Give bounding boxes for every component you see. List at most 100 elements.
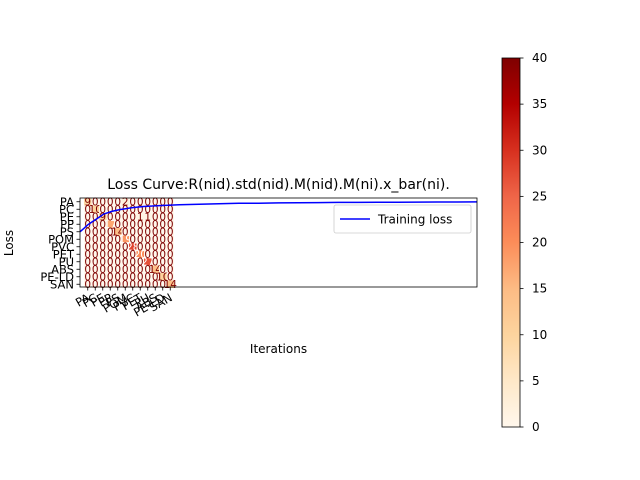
heatmap-cell-value: 0 [99,227,106,239]
heatmap-cell-value: 0 [122,219,129,231]
heatmap-cell [129,243,137,251]
heatmap-cell [151,265,159,273]
heatmap-cell-value: 0 [137,272,144,284]
heatmap-cell [166,213,174,221]
y-tick-label: PP [60,217,74,231]
heatmap-cell [144,220,152,228]
heatmap-cell-value: 0 [99,197,106,209]
colorbar-tick-label: 25 [532,189,547,203]
heatmap-cell-value: 0 [92,219,99,231]
heatmap-cell [129,273,137,281]
heatmap-cell-value: 0 [99,264,106,276]
heatmap-cell [151,235,159,243]
heatmap-cell-value: 0 [137,219,144,231]
heatmap-cell-value: 0 [137,197,144,209]
heatmap-cell-value: 0 [129,279,136,291]
heatmap-cell-value: 0 [122,272,129,284]
heatmap-cell-value: 0 [137,204,144,216]
heatmap-cell [159,265,167,273]
heatmap-cell [114,198,122,206]
heatmap-cell-value: 0 [84,279,91,291]
heatmap-cell-value: 0 [129,197,136,209]
heatmap-cell-value: 0 [84,227,91,239]
heatmap-cell [91,258,99,266]
heatmap-cell-value: 0 [99,219,106,231]
heatmap-cell [121,213,129,221]
heatmap-cell [106,273,114,281]
heatmap-cell [106,228,114,236]
heatmap-cell [159,205,167,213]
heatmap-cell [84,198,92,206]
heatmap-cell [159,220,167,228]
heatmap-cell-value: 0 [167,197,174,209]
heatmap-cell-value: 0 [159,257,166,269]
heatmap-cell-value: 0 [107,242,114,254]
heatmap-cell-value: 9 [84,197,91,209]
heatmap-cell [91,273,99,281]
heatmap-cell-value: 0 [167,249,174,261]
heatmap-cell [129,198,137,206]
heatmap-cell [151,243,159,251]
heatmap-cell-value: 0 [167,272,174,284]
heatmap-cell [129,258,137,266]
heatmap-cell [136,220,144,228]
heatmap-cell [144,243,152,251]
heatmap-cell [114,280,122,288]
heatmap-cell [121,250,129,258]
heatmap-cell-value: 0 [99,242,106,254]
heatmap-cell [91,213,99,221]
heatmap-cell [121,265,129,273]
heatmap-cell [151,280,159,288]
heatmap-cell [166,280,174,288]
y-tick-label: PS [60,225,74,239]
heatmap-cell [99,220,107,228]
heatmap-cell-value: 0 [152,257,159,269]
heatmap-cell-value: 0 [107,279,114,291]
heatmap-cell [106,205,114,213]
heatmap-cell [129,280,137,288]
heatmap-cell-value: 0 [152,234,159,246]
heatmap-cell [84,265,92,273]
heatmap-cell-value: 0 [144,234,151,246]
heatmap-cell [136,265,144,273]
heatmap-cell [136,258,144,266]
x-tick-label: PS [103,290,122,309]
x-tick-label: PE [88,290,107,309]
x-axis-label: Iterations [250,342,307,356]
heatmap-cell-value: 0 [167,264,174,276]
x-tick-label: PU [132,290,152,310]
heatmap-cell-value: 0 [122,242,129,254]
heatmap-cell-value: 0 [92,197,99,209]
heatmap-cell-value: 0 [107,227,114,239]
heatmap-cell-value: 0 [152,279,159,291]
x-tick-label: PA [73,290,92,309]
heatmap-cell-value: 0 [159,197,166,209]
heatmap-cell-value: 0 [122,249,129,261]
heatmap-cell-value: 0 [152,219,159,231]
heatmap-cell [99,213,107,221]
heatmap-cell [151,198,159,206]
heatmap-cell [166,243,174,251]
heatmap-cell-value: 0 [99,204,106,216]
heatmap-cell [121,258,129,266]
heatmap-cell [91,205,99,213]
heatmap-cell [106,258,114,266]
heatmap-cell-value: 0 [107,234,114,246]
heatmap-cell-value: 0 [122,227,129,239]
heatmap-cell-value: 0 [159,264,166,276]
heatmap-cell-value: 0 [92,212,99,224]
heatmap-cell [151,273,159,281]
heatmap-cell-value: 0 [122,264,129,276]
heatmap-cell-value: 0 [107,212,114,224]
heatmap-cell [144,265,152,273]
colorbar-tick-label: 10 [532,328,547,342]
heatmap-cell-value: 0 [152,204,159,216]
heatmap-cell [151,205,159,213]
y-tick-label: PE [60,210,74,224]
heatmap-cell [166,258,174,266]
heatmap-cell [136,198,144,206]
heatmap-cell [106,280,114,288]
heatmap-cell-value: 0 [92,257,99,269]
heatmap-cell-value: 0 [167,204,174,216]
